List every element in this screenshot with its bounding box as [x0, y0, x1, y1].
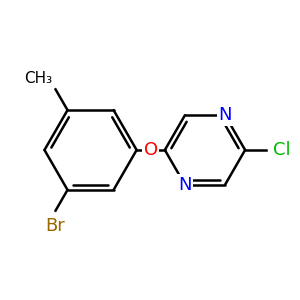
- Text: O: O: [144, 141, 158, 159]
- Text: CH₃: CH₃: [24, 71, 52, 86]
- Text: N: N: [178, 176, 192, 194]
- Text: Cl: Cl: [272, 141, 290, 159]
- Text: Br: Br: [46, 217, 65, 235]
- Text: N: N: [218, 106, 232, 124]
